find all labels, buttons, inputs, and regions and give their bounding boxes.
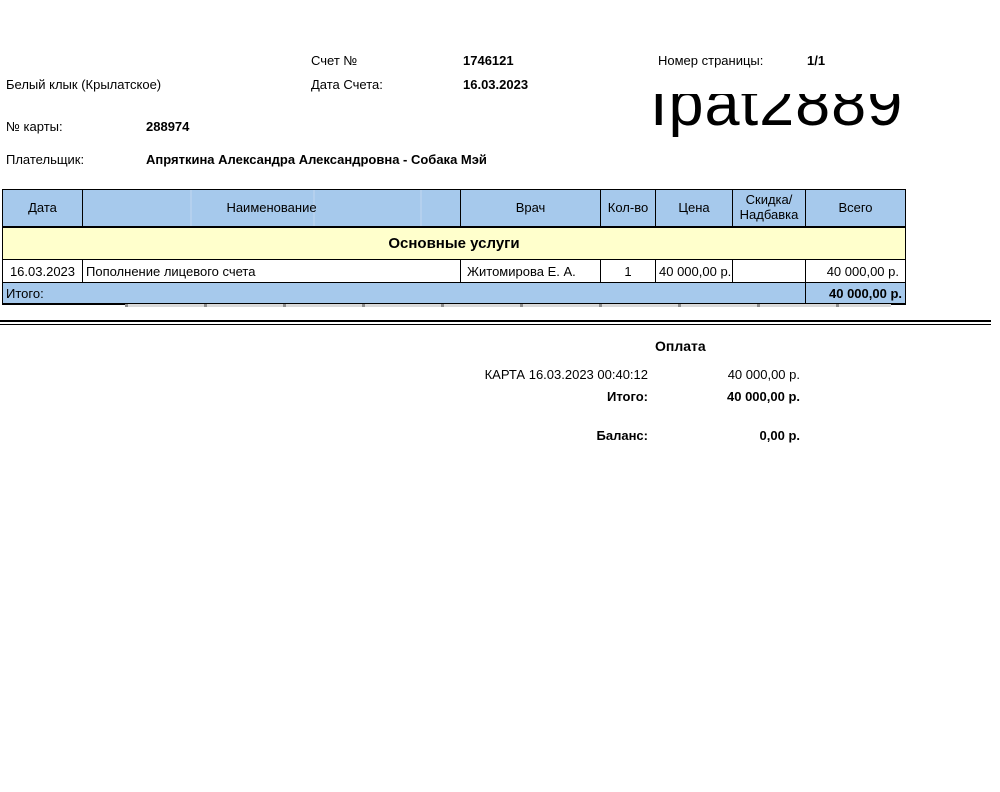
card-number-value: 288974 [146, 119, 190, 134]
invoice-no-value: 1746121 [463, 53, 514, 68]
payment-total-value: 40 000,00 р. [727, 389, 800, 404]
payment-line-balance: Баланс: 0,00 р. [0, 428, 800, 443]
separator-double-line [0, 320, 991, 325]
service-date: 16.03.2023 [2, 259, 83, 283]
page-number-label: Номер страницы: [658, 53, 764, 68]
col-header-total: Всего [805, 189, 906, 228]
total-label: Итого: [2, 282, 806, 305]
payment-line-card: КАРТА 16.03.2023 00:40:12 40 000,00 р. [0, 367, 800, 382]
table-header-row: Дата Наименование Врач Кол-во Цена Скидк… [2, 189, 906, 228]
service-row: 16.03.2023 Пополнение лицевого счета Жит… [2, 259, 906, 283]
section-row: Основные услуги [2, 227, 906, 260]
invoice-date-label: Дата Счета: [311, 77, 383, 92]
service-discount [732, 259, 806, 283]
total-row: Итого: 40 000,00 р. [2, 282, 906, 305]
payment-card-label: КАРТА 16.03.2023 00:40:12 [484, 367, 648, 382]
payer-label: Плательщик: [6, 152, 85, 167]
service-qty: 1 [600, 259, 656, 283]
page-number-value: 1/1 [807, 53, 826, 68]
invoice-date-value: 16.03.2023 [463, 77, 529, 92]
service-doctor: Житомирова Е. А. [460, 259, 601, 283]
card-number-label: № карты: [6, 119, 63, 134]
service-total: 40 000,00 р. [805, 259, 906, 283]
payer-value: Апряткина Александра Александровна - Соб… [146, 152, 487, 167]
payment-line-total: Итого: 40 000,00 р. [0, 389, 800, 404]
service-price: 40 000,00 р. [655, 259, 733, 283]
col-header-name: Наименование [82, 189, 461, 228]
col-header-price: Цена [655, 189, 733, 228]
column-tick-marks [125, 304, 891, 307]
balance-label: Баланс: [596, 428, 648, 443]
service-name: Пополнение лицевого счета [82, 259, 461, 283]
total-value: 40 000,00 р. [805, 282, 906, 305]
services-table: Дата Наименование Врач Кол-во Цена Скидк… [2, 189, 906, 305]
balance-value: 0,00 р. [759, 428, 800, 443]
col-header-qty: Кол-во [600, 189, 656, 228]
invoice-no-label: Счет № [311, 53, 358, 68]
clinic-name: Белый клык (Крылатское) [6, 77, 162, 92]
payment-card-value: 40 000,00 р. [727, 367, 800, 382]
col-header-discount: Скидка/ Надбавка [732, 189, 806, 228]
col-header-date: Дата [2, 189, 83, 228]
stamp-text: Ipat2889 [650, 94, 904, 137]
section-title: Основные услуги [2, 227, 906, 260]
payment-total-label: Итого: [607, 389, 648, 404]
col-header-doctor: Врач [460, 189, 601, 228]
payment-title: Оплата [655, 338, 706, 354]
